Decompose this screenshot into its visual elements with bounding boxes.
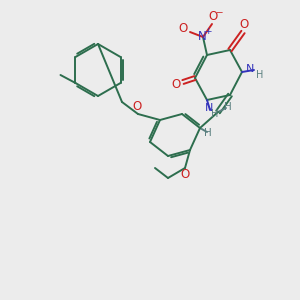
Text: H: H: [256, 70, 264, 80]
Text: O: O: [132, 100, 142, 113]
Text: H: H: [211, 109, 219, 119]
Text: N: N: [205, 103, 213, 113]
Text: O: O: [208, 11, 217, 23]
Text: O: O: [171, 77, 181, 91]
Text: −: −: [215, 8, 223, 16]
Text: O: O: [180, 167, 190, 181]
Text: +: +: [204, 26, 212, 35]
Text: O: O: [239, 19, 249, 32]
Text: N: N: [198, 29, 206, 43]
Text: O: O: [178, 22, 188, 34]
Text: H: H: [204, 128, 212, 138]
Text: N: N: [246, 64, 254, 74]
Text: H: H: [224, 102, 232, 112]
